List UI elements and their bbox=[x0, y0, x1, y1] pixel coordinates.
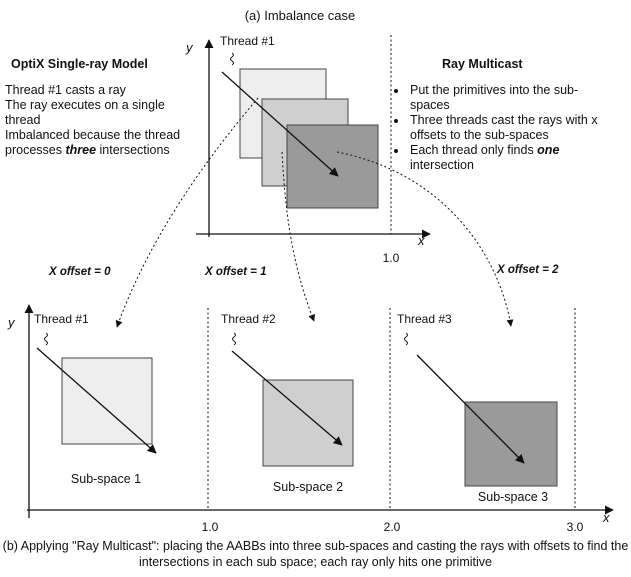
single-ray-line-1: Thread #1 casts a ray bbox=[5, 83, 126, 97]
top-tick-label: 1.0 bbox=[383, 251, 400, 265]
bottom-thread-1-label: Thread #1 bbox=[34, 312, 89, 326]
bottom-plot: y x 1.0 2.0 3.0 Thread #1 Sub-space 1 Th… bbox=[7, 304, 614, 534]
curve-arrow-1 bbox=[115, 97, 259, 328]
figure-caption: (b) Applying "Ray Multicast": placing th… bbox=[2, 539, 629, 569]
thread-1-squiggle-icon bbox=[44, 332, 48, 346]
top-plot: y x 1.0 Thread #1 bbox=[185, 34, 431, 265]
subspace-2-box bbox=[262, 379, 354, 467]
top-box-dark bbox=[286, 124, 379, 209]
bottom-thread-2-label: Thread #2 bbox=[221, 312, 276, 326]
subspace-2-ray bbox=[231, 350, 343, 446]
single-ray-line-3-post: intersections bbox=[96, 143, 170, 157]
thread-3-squiggle-icon bbox=[404, 332, 408, 346]
ray-multicast-bullet-1: Put the primitives into the sub-spaces bbox=[408, 83, 611, 113]
subspace-3-box bbox=[464, 401, 558, 487]
top-thread-squiggle-icon bbox=[230, 52, 234, 66]
subspace-3-label: Sub-space 3 bbox=[478, 490, 548, 504]
subspace-3-ray bbox=[416, 354, 525, 464]
curve-arrow-3 bbox=[336, 151, 514, 327]
ray-multicast-bullet-2: Three threads cast the rays with x offse… bbox=[408, 113, 611, 143]
single-ray-line-2: The ray executes on a single thread bbox=[5, 98, 165, 127]
bottom-thread-3-label: Thread #3 bbox=[397, 312, 452, 326]
subspace-1-box bbox=[61, 357, 153, 445]
single-ray-line-3: Imbalanced because the thread processes … bbox=[5, 128, 195, 158]
bottom-tick-3: 3.0 bbox=[567, 520, 584, 534]
top-title: (a) Imbalance case bbox=[245, 8, 356, 23]
thread-2-squiggle-icon bbox=[232, 332, 236, 346]
curve-arrow-2 bbox=[281, 151, 315, 322]
bottom-y-axis-label: y bbox=[7, 315, 16, 330]
offset-label-1: X offset = 1 bbox=[204, 266, 266, 278]
subspace-1-ray bbox=[36, 347, 157, 454]
single-ray-model-notes: OptiX Single-ray Model Thread #1 casts a… bbox=[5, 57, 195, 158]
ray-multicast-heading: Ray Multicast bbox=[442, 57, 523, 71]
ray-multicast-notes: Ray Multicast Put the primitives into th… bbox=[396, 57, 611, 173]
top-ray-arrow bbox=[221, 71, 339, 177]
bottom-tick-1: 1.0 bbox=[202, 520, 219, 534]
ray-multicast-bullets: Put the primitives into the sub-spaces T… bbox=[396, 83, 611, 173]
ray-multicast-bullet-3-pre: Each thread only finds bbox=[410, 143, 538, 157]
top-y-axis-label: y bbox=[185, 40, 194, 55]
offset-label-2: X offset = 2 bbox=[496, 264, 559, 276]
top-thread-label: Thread #1 bbox=[220, 34, 275, 48]
subspace-2-label: Sub-space 2 bbox=[273, 480, 343, 494]
top-x-axis-label: x bbox=[417, 233, 425, 248]
bottom-x-axis-label: x bbox=[602, 510, 610, 525]
ray-multicast-bullet-3-post: intersection bbox=[410, 158, 474, 172]
single-ray-model-heading: OptiX Single-ray Model bbox=[11, 57, 148, 71]
bottom-tick-2: 2.0 bbox=[384, 520, 401, 534]
offset-label-0: X offset = 0 bbox=[48, 266, 111, 278]
ray-multicast-bullet-3: Each thread only finds one intersection bbox=[408, 143, 611, 173]
single-ray-line-3-pre: Imbalanced because the thread processes bbox=[5, 128, 181, 157]
single-ray-line-3-emphasis: three bbox=[65, 143, 97, 157]
ray-multicast-bullet-3-emphasis: one bbox=[537, 143, 560, 157]
subspace-1-label: Sub-space 1 bbox=[71, 472, 141, 486]
